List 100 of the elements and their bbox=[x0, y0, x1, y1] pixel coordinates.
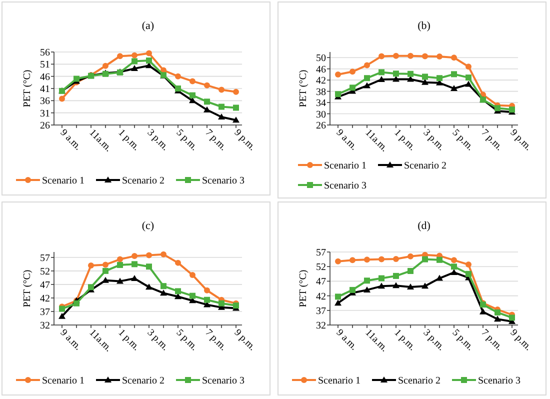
y-tick-label: 32 bbox=[316, 320, 326, 332]
legend-label: Scenario 3 bbox=[324, 180, 366, 192]
x-tick-label: 1 p.m. bbox=[392, 327, 418, 353]
point bbox=[117, 256, 123, 262]
x-tick-label: 5 p.m. bbox=[450, 327, 476, 353]
point bbox=[509, 314, 515, 321]
y-tick-label: 30 bbox=[316, 109, 326, 120]
point bbox=[335, 294, 341, 300]
x-tick-label: 7 p.m. bbox=[202, 127, 229, 153]
y-tick-label: 51 bbox=[40, 60, 50, 71]
point bbox=[378, 275, 384, 282]
chart-title: (b) bbox=[418, 20, 431, 32]
point bbox=[160, 251, 166, 258]
x-tick-label: 7 p.m. bbox=[478, 327, 505, 353]
x-tick-label: 5 p.m. bbox=[174, 327, 200, 353]
point bbox=[335, 71, 341, 78]
point bbox=[132, 261, 138, 268]
point bbox=[364, 278, 370, 284]
y-tick-label: 26 bbox=[316, 120, 326, 132]
point bbox=[494, 309, 500, 316]
x-tick-label: 5 p.m. bbox=[450, 127, 476, 153]
point bbox=[74, 300, 80, 306]
point bbox=[189, 97, 196, 104]
x-tick-label: 9 a.m. bbox=[58, 127, 84, 153]
y-tick-label: 31 bbox=[40, 108, 50, 120]
point bbox=[451, 71, 457, 78]
y-tick-label: 37 bbox=[40, 306, 50, 318]
point bbox=[466, 74, 472, 81]
point bbox=[350, 257, 356, 264]
point bbox=[364, 62, 370, 68]
point bbox=[364, 75, 370, 82]
point bbox=[378, 76, 385, 82]
point bbox=[175, 73, 181, 80]
point bbox=[132, 52, 138, 58]
point bbox=[204, 287, 210, 294]
point bbox=[393, 272, 399, 279]
point bbox=[378, 69, 384, 76]
y-axis-title: PET (°C) bbox=[298, 70, 309, 108]
point bbox=[218, 300, 224, 306]
point bbox=[146, 264, 152, 270]
legend-label: Scenario 1 bbox=[318, 376, 360, 386]
point bbox=[364, 82, 370, 88]
point bbox=[132, 253, 138, 260]
point bbox=[146, 252, 152, 258]
legend-label: Scenario 3 bbox=[202, 376, 244, 386]
point bbox=[190, 92, 196, 98]
point bbox=[233, 104, 239, 111]
point bbox=[350, 84, 356, 91]
legend-label: Scenario 2 bbox=[404, 160, 446, 172]
point bbox=[146, 50, 152, 56]
point bbox=[335, 258, 341, 264]
point bbox=[436, 75, 442, 82]
point bbox=[392, 282, 400, 288]
point bbox=[190, 272, 196, 278]
point bbox=[190, 292, 196, 299]
point bbox=[102, 268, 108, 274]
point bbox=[465, 80, 472, 87]
y-tick-label: 47 bbox=[40, 280, 50, 291]
point bbox=[334, 300, 342, 306]
point bbox=[408, 253, 414, 260]
x-tick-label: 3 p.m. bbox=[144, 127, 171, 153]
point bbox=[378, 256, 384, 262]
point bbox=[102, 262, 108, 268]
legend-label: Scenario 3 bbox=[478, 376, 520, 386]
point bbox=[132, 58, 138, 64]
point bbox=[408, 268, 414, 274]
y-tick-label: 52 bbox=[40, 266, 50, 278]
y-tick-label: 56 bbox=[40, 48, 50, 58]
point bbox=[422, 53, 428, 60]
point bbox=[88, 262, 94, 269]
legend-label: Scenario 1 bbox=[324, 160, 366, 172]
x-tick-label: 3 p.m. bbox=[144, 327, 171, 353]
x-tick-label: 9 p.m. bbox=[232, 327, 258, 353]
y-tick-label: 36 bbox=[40, 96, 50, 108]
chart-title: (a) bbox=[142, 20, 154, 32]
point bbox=[146, 284, 152, 290]
point bbox=[102, 276, 109, 283]
y-tick-label: 50 bbox=[316, 53, 326, 64]
point bbox=[204, 106, 210, 112]
point bbox=[494, 316, 501, 322]
legend-label: Scenario 2 bbox=[122, 376, 164, 386]
x-tick-label: 7 p.m. bbox=[202, 327, 229, 353]
point bbox=[175, 288, 181, 294]
x-tick-label: 3 p.m. bbox=[420, 327, 447, 353]
x-tick-label: 9 a.m. bbox=[334, 127, 360, 153]
x-tick-label: 9 p.m. bbox=[508, 127, 534, 153]
point bbox=[450, 85, 458, 91]
y-axis-title: PET (°C) bbox=[22, 70, 33, 108]
y-tick-label: 46 bbox=[40, 72, 50, 83]
x-tick-label: 1 p.m. bbox=[392, 127, 418, 153]
point bbox=[436, 53, 442, 60]
point bbox=[364, 256, 370, 263]
point bbox=[378, 53, 384, 60]
point bbox=[422, 282, 428, 289]
point bbox=[392, 76, 400, 82]
chart-title: (c) bbox=[142, 220, 154, 232]
point bbox=[436, 256, 442, 263]
x-tick-label: 1 p.m. bbox=[116, 327, 142, 353]
point bbox=[408, 52, 414, 59]
point bbox=[393, 256, 399, 262]
